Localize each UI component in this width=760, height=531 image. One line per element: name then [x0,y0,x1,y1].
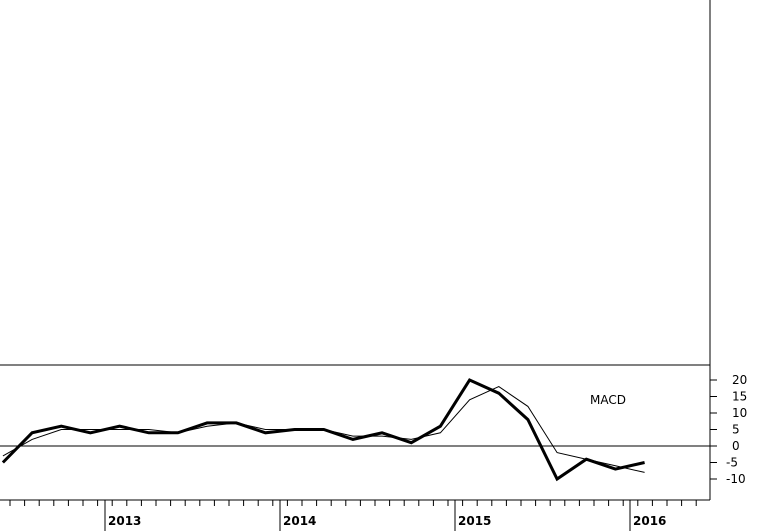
macd-tick-label: 20 [732,373,747,387]
x-tick-label: 2016 [633,514,666,528]
x-tick-label: 2015 [458,514,491,528]
x-tick-label: 2013 [108,514,141,528]
x-tick-label: 2014 [283,514,316,528]
signal-line [2,386,645,473]
macd-tick-label: -5 [726,456,738,470]
macd-tick-label: -10 [726,472,746,486]
macd-tick-label: 0 [732,439,740,453]
macd-tick-label: 15 [732,390,747,404]
macd-tick-label: 5 [732,423,740,437]
macd-title: MACD [590,393,626,407]
macd-axis: 20 15 10 5 0 -5 -10 [0,373,747,486]
x-axis: 2013 2014 2015 2016 [9,500,697,531]
macd-lines [1,378,645,482]
macd-tick-label: 10 [732,406,747,420]
